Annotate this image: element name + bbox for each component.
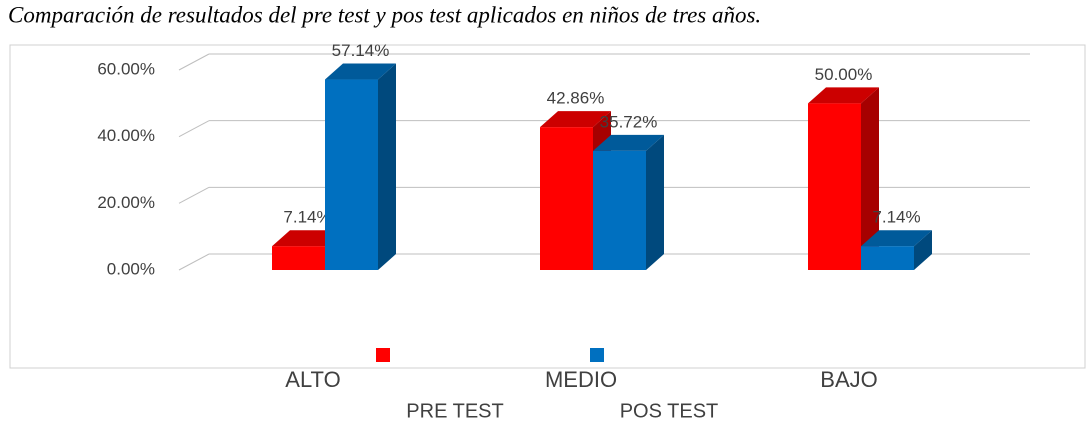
data-label: 7.14% [283,208,331,227]
bar-top [808,87,879,104]
grid-line-side [178,186,210,204]
bar-side [646,134,664,270]
bar-side [861,87,879,270]
legend-swatch [590,348,604,362]
bar [861,246,914,270]
bar-top [325,63,396,80]
bar-top [540,111,611,128]
chart-frame [9,44,1086,369]
chart-title: Comparación de resultados del pre test y… [8,2,761,27]
legend-swatch [376,348,390,362]
data-label: 42.86% [547,89,605,108]
x-tick-label: ALTO [285,367,340,392]
bar [272,246,325,270]
legend-label: PRE TEST [406,400,503,421]
bar [540,127,593,270]
bar-top [861,230,932,247]
bar-side [378,63,396,271]
grid-line-side [178,253,210,271]
legend-label: POS TEST [620,400,719,421]
y-tick-label: 60.00% [97,59,155,78]
bar-top [593,134,664,151]
y-tick-label: 0.00% [107,259,155,278]
data-label: 35.72% [600,112,658,131]
data-label: 7.14% [872,208,920,227]
bar [593,150,646,270]
bar [325,79,378,271]
grid-line-side [178,120,210,138]
y-tick-label: 40.00% [97,126,155,145]
data-label: 50.00% [815,65,873,84]
y-tick-label: 20.00% [97,193,155,212]
grid-line-side [178,53,210,71]
bar [808,103,861,270]
x-tick-label: MEDIO [545,367,617,392]
data-label: 57.14% [332,41,390,60]
x-tick-label: BAJO [820,367,877,392]
bar-side [914,230,932,270]
